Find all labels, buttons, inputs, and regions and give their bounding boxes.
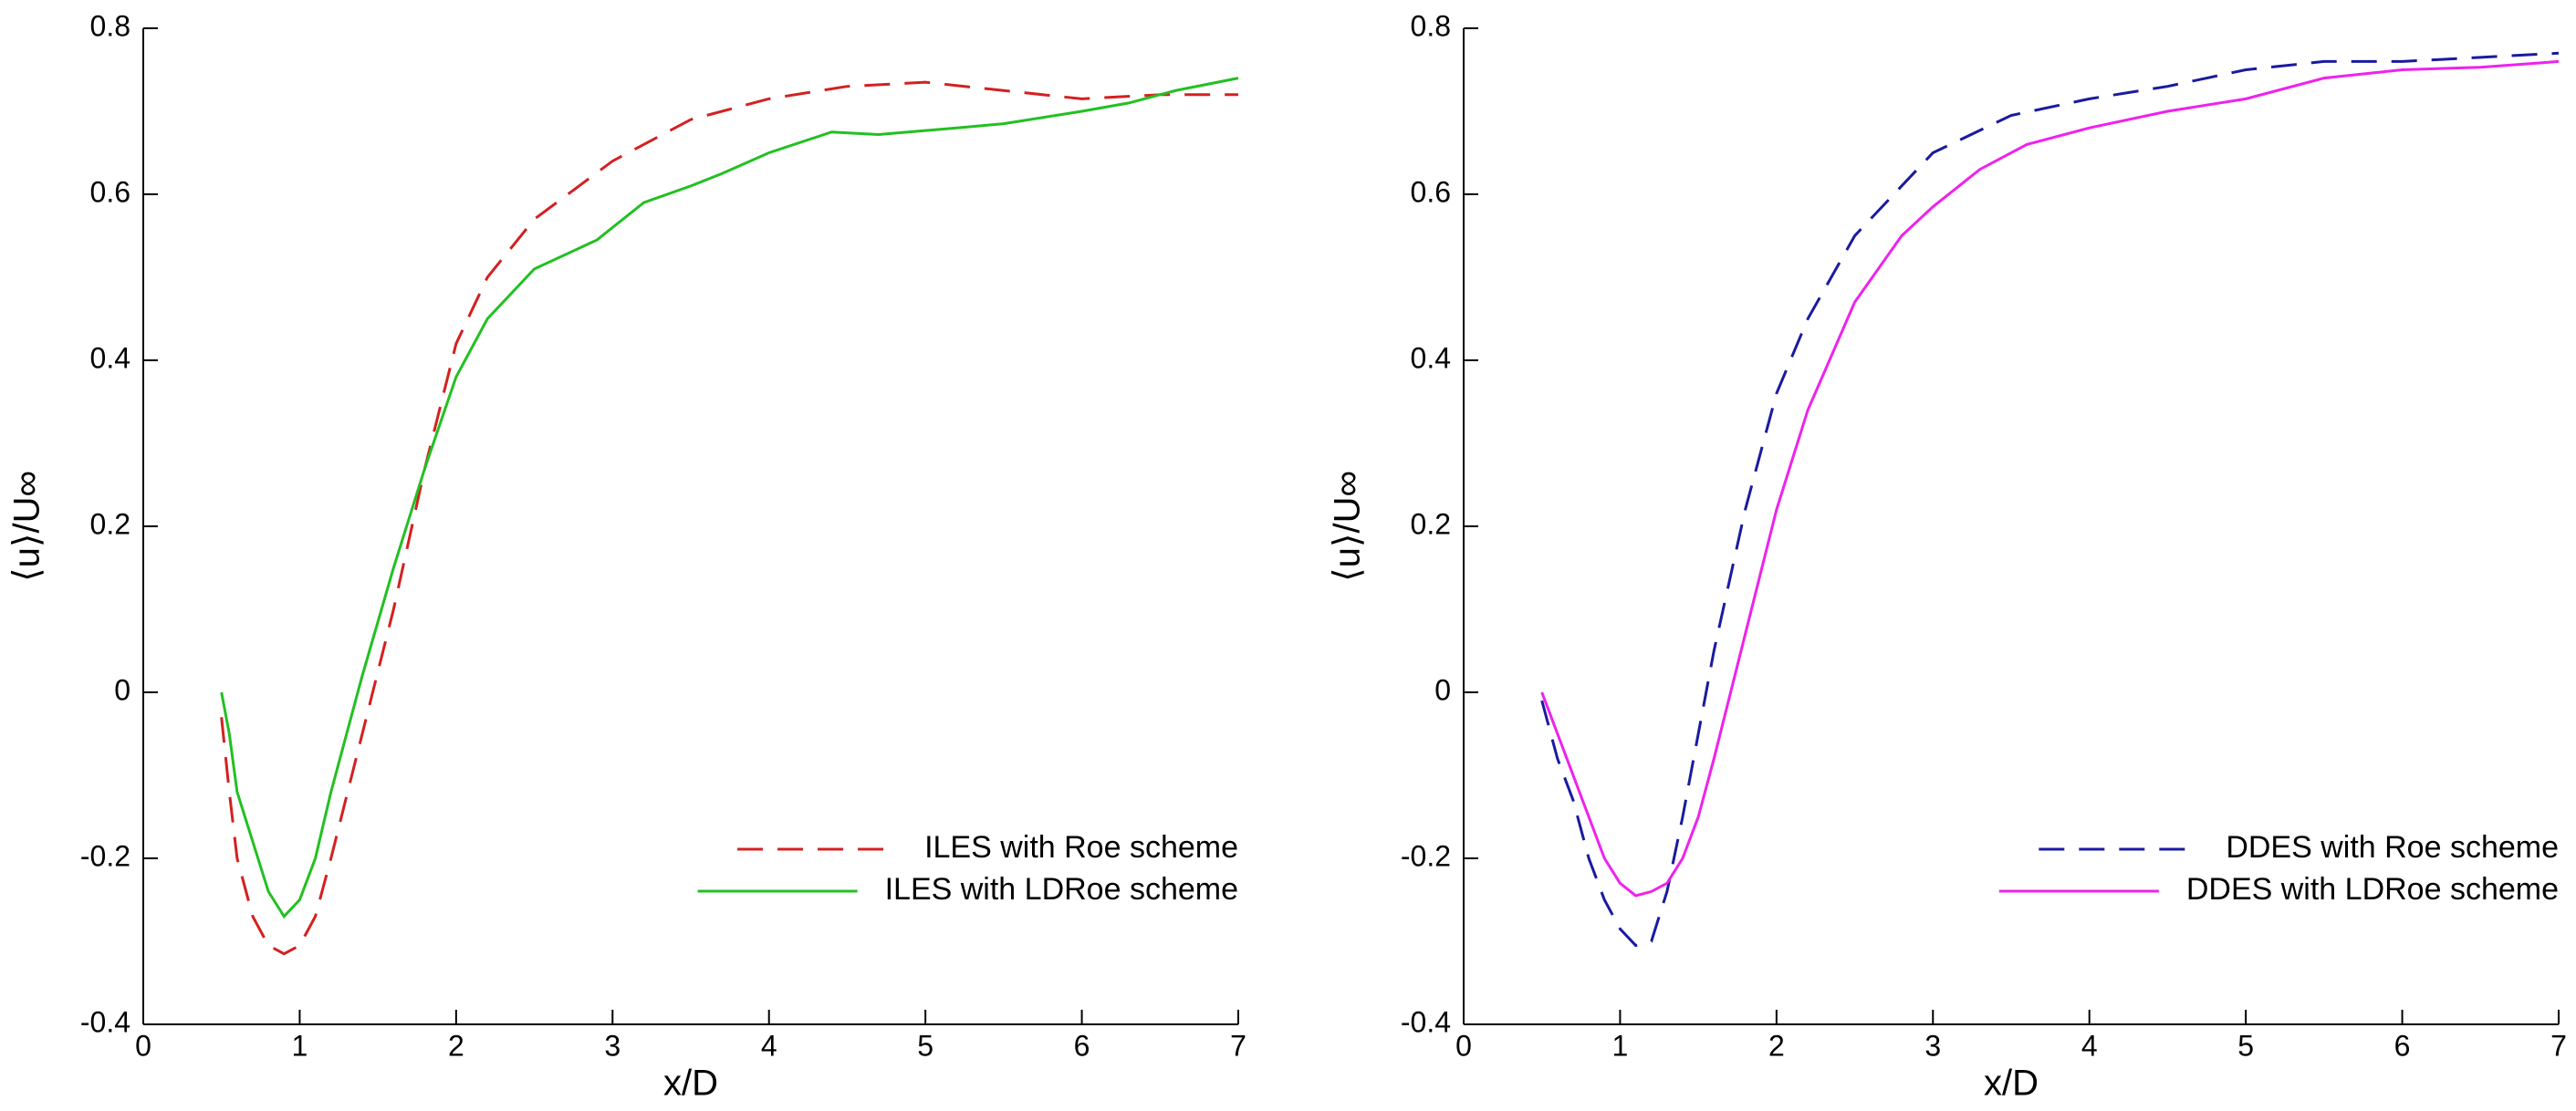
y-tick-label: -0.4 xyxy=(80,1005,130,1038)
x-tick-label: 2 xyxy=(448,1029,464,1062)
y-tick-label: 0.8 xyxy=(1411,9,1451,42)
series-line xyxy=(220,80,1238,956)
y-axis-title: ⟨u⟩/U∞ xyxy=(7,471,47,582)
x-tick-label: 6 xyxy=(1074,1029,1090,1062)
y-tick-label: 0.6 xyxy=(90,175,130,208)
x-tick-label: 3 xyxy=(1924,1029,1941,1062)
y-tick-label: 0.2 xyxy=(90,507,130,540)
legend-label: DDES with LDRoe scheme xyxy=(2186,872,2559,907)
legend-label: DDES with Roe scheme xyxy=(2226,830,2559,865)
y-tick-label: -0.4 xyxy=(1401,1005,1451,1038)
x-tick-label: 7 xyxy=(2550,1029,2567,1062)
x-tick-label: 6 xyxy=(2394,1029,2411,1062)
y-tick-label: 0 xyxy=(114,673,130,706)
x-tick-label: 4 xyxy=(2081,1029,2098,1062)
x-tick-label: 1 xyxy=(292,1029,308,1062)
x-tick-label: 7 xyxy=(1230,1029,1246,1062)
legend-label: ILES with LDRoe scheme xyxy=(885,872,1238,907)
y-tick-label: 0.8 xyxy=(90,9,130,42)
x-tick-label: 0 xyxy=(135,1029,151,1062)
y-axis-title: ⟨u⟩/U∞ xyxy=(1328,471,1368,582)
y-tick-label: 0.6 xyxy=(1411,175,1451,208)
x-tick-label: 4 xyxy=(761,1029,777,1062)
x-axis-title: x/D xyxy=(1984,1064,2039,1104)
x-tick-label: 5 xyxy=(917,1029,933,1062)
x-tick-label: 5 xyxy=(2237,1029,2254,1062)
y-tick-label: 0 xyxy=(1434,673,1451,706)
x-tick-label: 2 xyxy=(1768,1029,1785,1062)
y-tick-label: -0.2 xyxy=(80,839,130,872)
x-axis-title: x/D xyxy=(663,1064,718,1104)
y-tick-label: 0.4 xyxy=(90,341,130,374)
x-tick-label: 0 xyxy=(1455,1029,1472,1062)
series-line xyxy=(220,77,1239,919)
x-tick-label: 1 xyxy=(1612,1029,1629,1062)
y-tick-label: 0.2 xyxy=(1411,507,1451,540)
y-tick-label: 0.4 xyxy=(1411,341,1451,374)
series-line xyxy=(1540,59,2560,898)
y-tick-label: -0.2 xyxy=(1401,839,1451,872)
legend-label: ILES with Roe scheme xyxy=(924,830,1238,865)
x-tick-label: 3 xyxy=(604,1029,621,1062)
series-line xyxy=(1540,51,2560,948)
